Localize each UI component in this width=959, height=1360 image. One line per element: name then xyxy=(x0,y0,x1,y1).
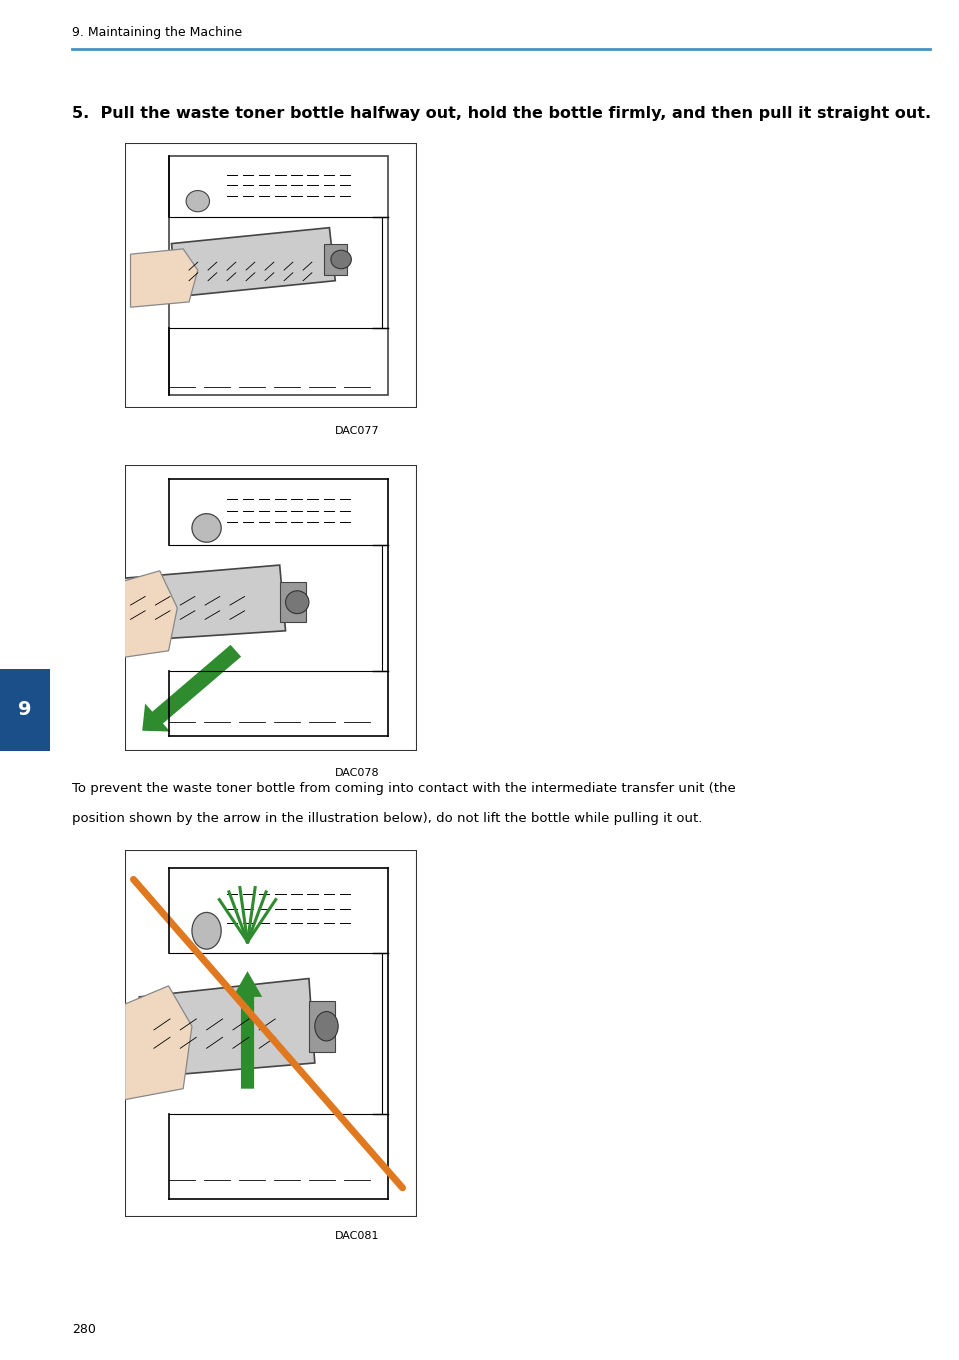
FancyBboxPatch shape xyxy=(0,669,50,751)
Bar xyxy=(309,1001,336,1053)
Bar xyxy=(169,156,387,394)
Bar xyxy=(280,582,306,623)
Bar xyxy=(323,243,347,276)
Text: 5.  Pull the waste toner bottle halfway out, hold the bottle firmly, and then pu: 5. Pull the waste toner bottle halfway o… xyxy=(72,106,931,121)
Text: DAC077: DAC077 xyxy=(336,426,380,435)
Circle shape xyxy=(192,913,222,949)
Circle shape xyxy=(315,1012,339,1040)
Polygon shape xyxy=(110,571,177,660)
Polygon shape xyxy=(130,249,198,307)
Circle shape xyxy=(286,590,309,613)
Text: position shown by the arrow in the illustration below), do not lift the bottle w: position shown by the arrow in the illus… xyxy=(72,812,702,826)
Circle shape xyxy=(186,190,209,212)
Circle shape xyxy=(192,514,222,543)
Text: To prevent the waste toner bottle from coming into contact with the intermediate: To prevent the waste toner bottle from c… xyxy=(72,782,736,796)
Polygon shape xyxy=(110,566,286,642)
Text: 9. Maintaining the Machine: 9. Maintaining the Machine xyxy=(72,26,242,39)
FancyArrow shape xyxy=(142,645,241,732)
Text: 9: 9 xyxy=(18,700,32,719)
Polygon shape xyxy=(172,227,336,296)
Polygon shape xyxy=(139,979,315,1077)
Text: DAC081: DAC081 xyxy=(336,1231,380,1240)
Text: 280: 280 xyxy=(72,1322,96,1336)
FancyArrow shape xyxy=(233,971,262,1088)
Polygon shape xyxy=(125,986,192,1100)
Circle shape xyxy=(331,250,351,269)
Text: DAC078: DAC078 xyxy=(336,768,380,778)
